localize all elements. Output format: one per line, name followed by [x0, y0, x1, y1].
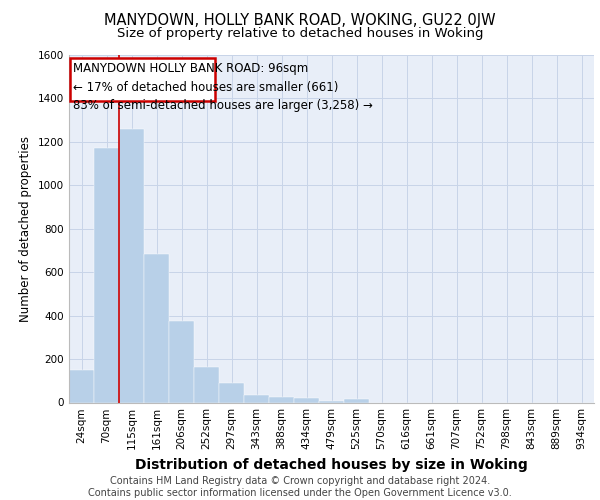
- Text: MANYDOWN, HOLLY BANK ROAD, WOKING, GU22 0JW: MANYDOWN, HOLLY BANK ROAD, WOKING, GU22 …: [104, 12, 496, 28]
- Bar: [244, 395, 269, 402]
- Bar: [70, 370, 94, 402]
- Text: MANYDOWN HOLLY BANK ROAD: 96sqm
← 17% of detached houses are smaller (661)
83% o: MANYDOWN HOLLY BANK ROAD: 96sqm ← 17% of…: [73, 62, 373, 112]
- Bar: [169, 321, 194, 402]
- Text: Contains HM Land Registry data © Crown copyright and database right 2024.
Contai: Contains HM Land Registry data © Crown c…: [88, 476, 512, 498]
- Bar: [145, 254, 169, 402]
- X-axis label: Distribution of detached houses by size in Woking: Distribution of detached houses by size …: [135, 458, 528, 472]
- Bar: [295, 398, 319, 402]
- FancyBboxPatch shape: [70, 58, 215, 100]
- Bar: [344, 399, 368, 402]
- Text: Size of property relative to detached houses in Woking: Size of property relative to detached ho…: [117, 28, 483, 40]
- Bar: [119, 129, 143, 402]
- Y-axis label: Number of detached properties: Number of detached properties: [19, 136, 32, 322]
- Bar: [194, 368, 218, 402]
- Bar: [94, 148, 119, 402]
- Bar: [269, 397, 293, 402]
- Bar: [220, 383, 244, 402]
